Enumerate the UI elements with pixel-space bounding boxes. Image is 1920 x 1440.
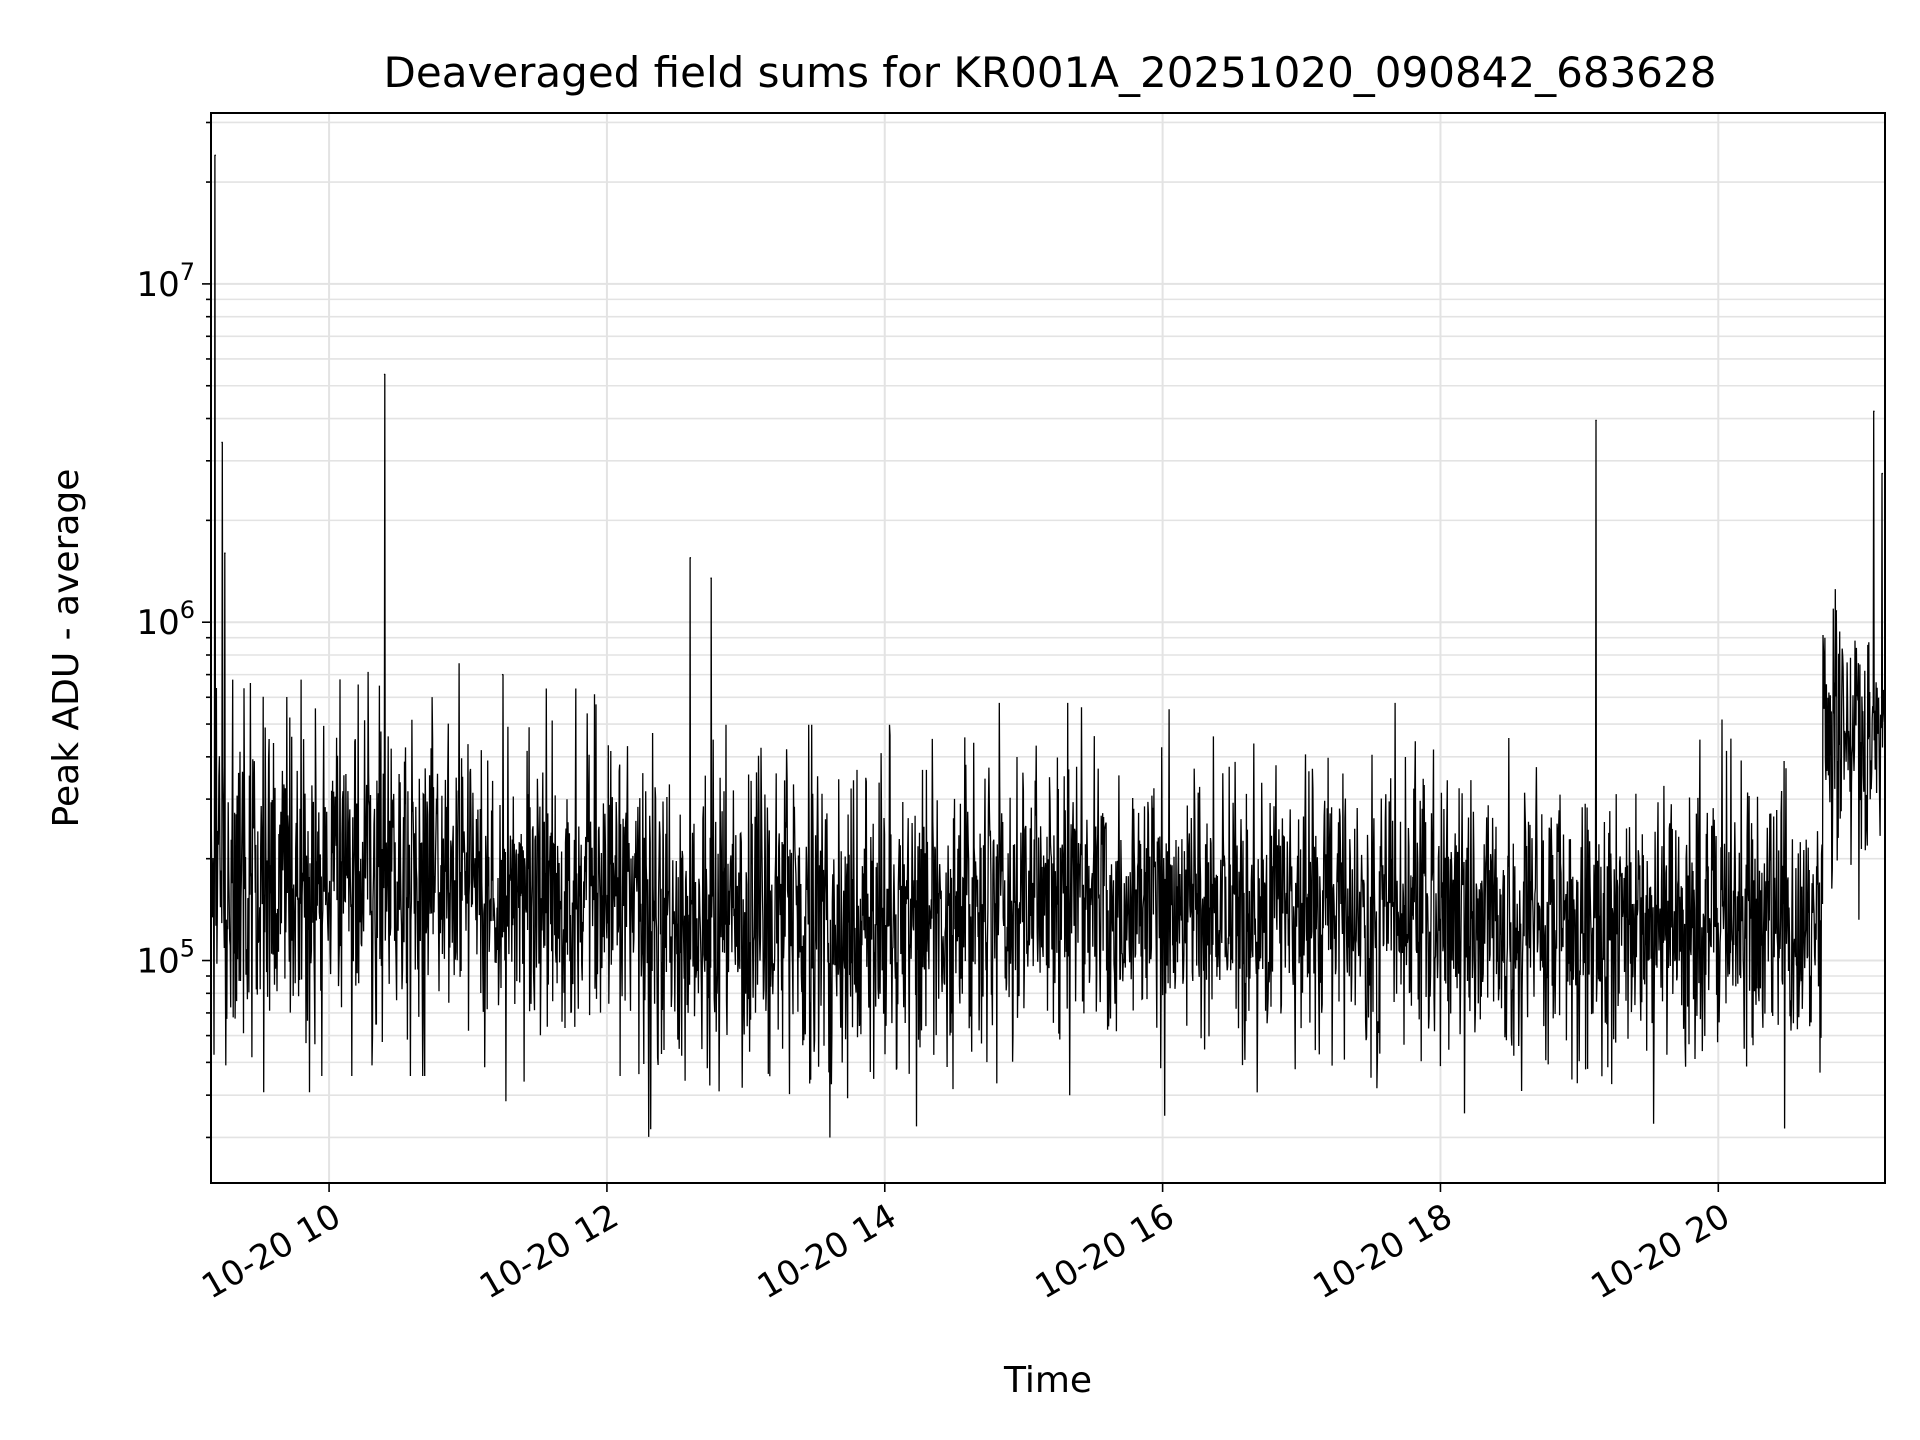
- series-line: [210, 154, 1886, 1138]
- plot-frame: [210, 112, 1886, 1184]
- grid: [211, 113, 1885, 1183]
- peak-point: [1595, 419, 1597, 422]
- y-tick-label: 105: [136, 935, 195, 982]
- peak-point: [383, 373, 386, 376]
- x-axis-label: Time: [1003, 1360, 1092, 1401]
- peak-point: [1835, 610, 1838, 612]
- peak-point: [1873, 410, 1875, 413]
- peak-point: [224, 552, 226, 554]
- peak-point: [689, 557, 692, 559]
- y-axis-label: Peak ADU - average: [46, 469, 87, 828]
- peak-point: [710, 577, 712, 579]
- peak-point: [1881, 472, 1884, 475]
- peak-point: [221, 441, 223, 444]
- y-axis: 105 106 107: [136, 121, 211, 1139]
- peak-point: [214, 154, 216, 157]
- series-path: [210, 155, 1886, 1138]
- peak-point: [501, 673, 504, 676]
- y-tick-label: 107: [136, 258, 195, 305]
- y-tick-label: 106: [136, 596, 195, 643]
- chart-title: Deaveraged field sums for KR001A_2025102…: [384, 48, 1717, 97]
